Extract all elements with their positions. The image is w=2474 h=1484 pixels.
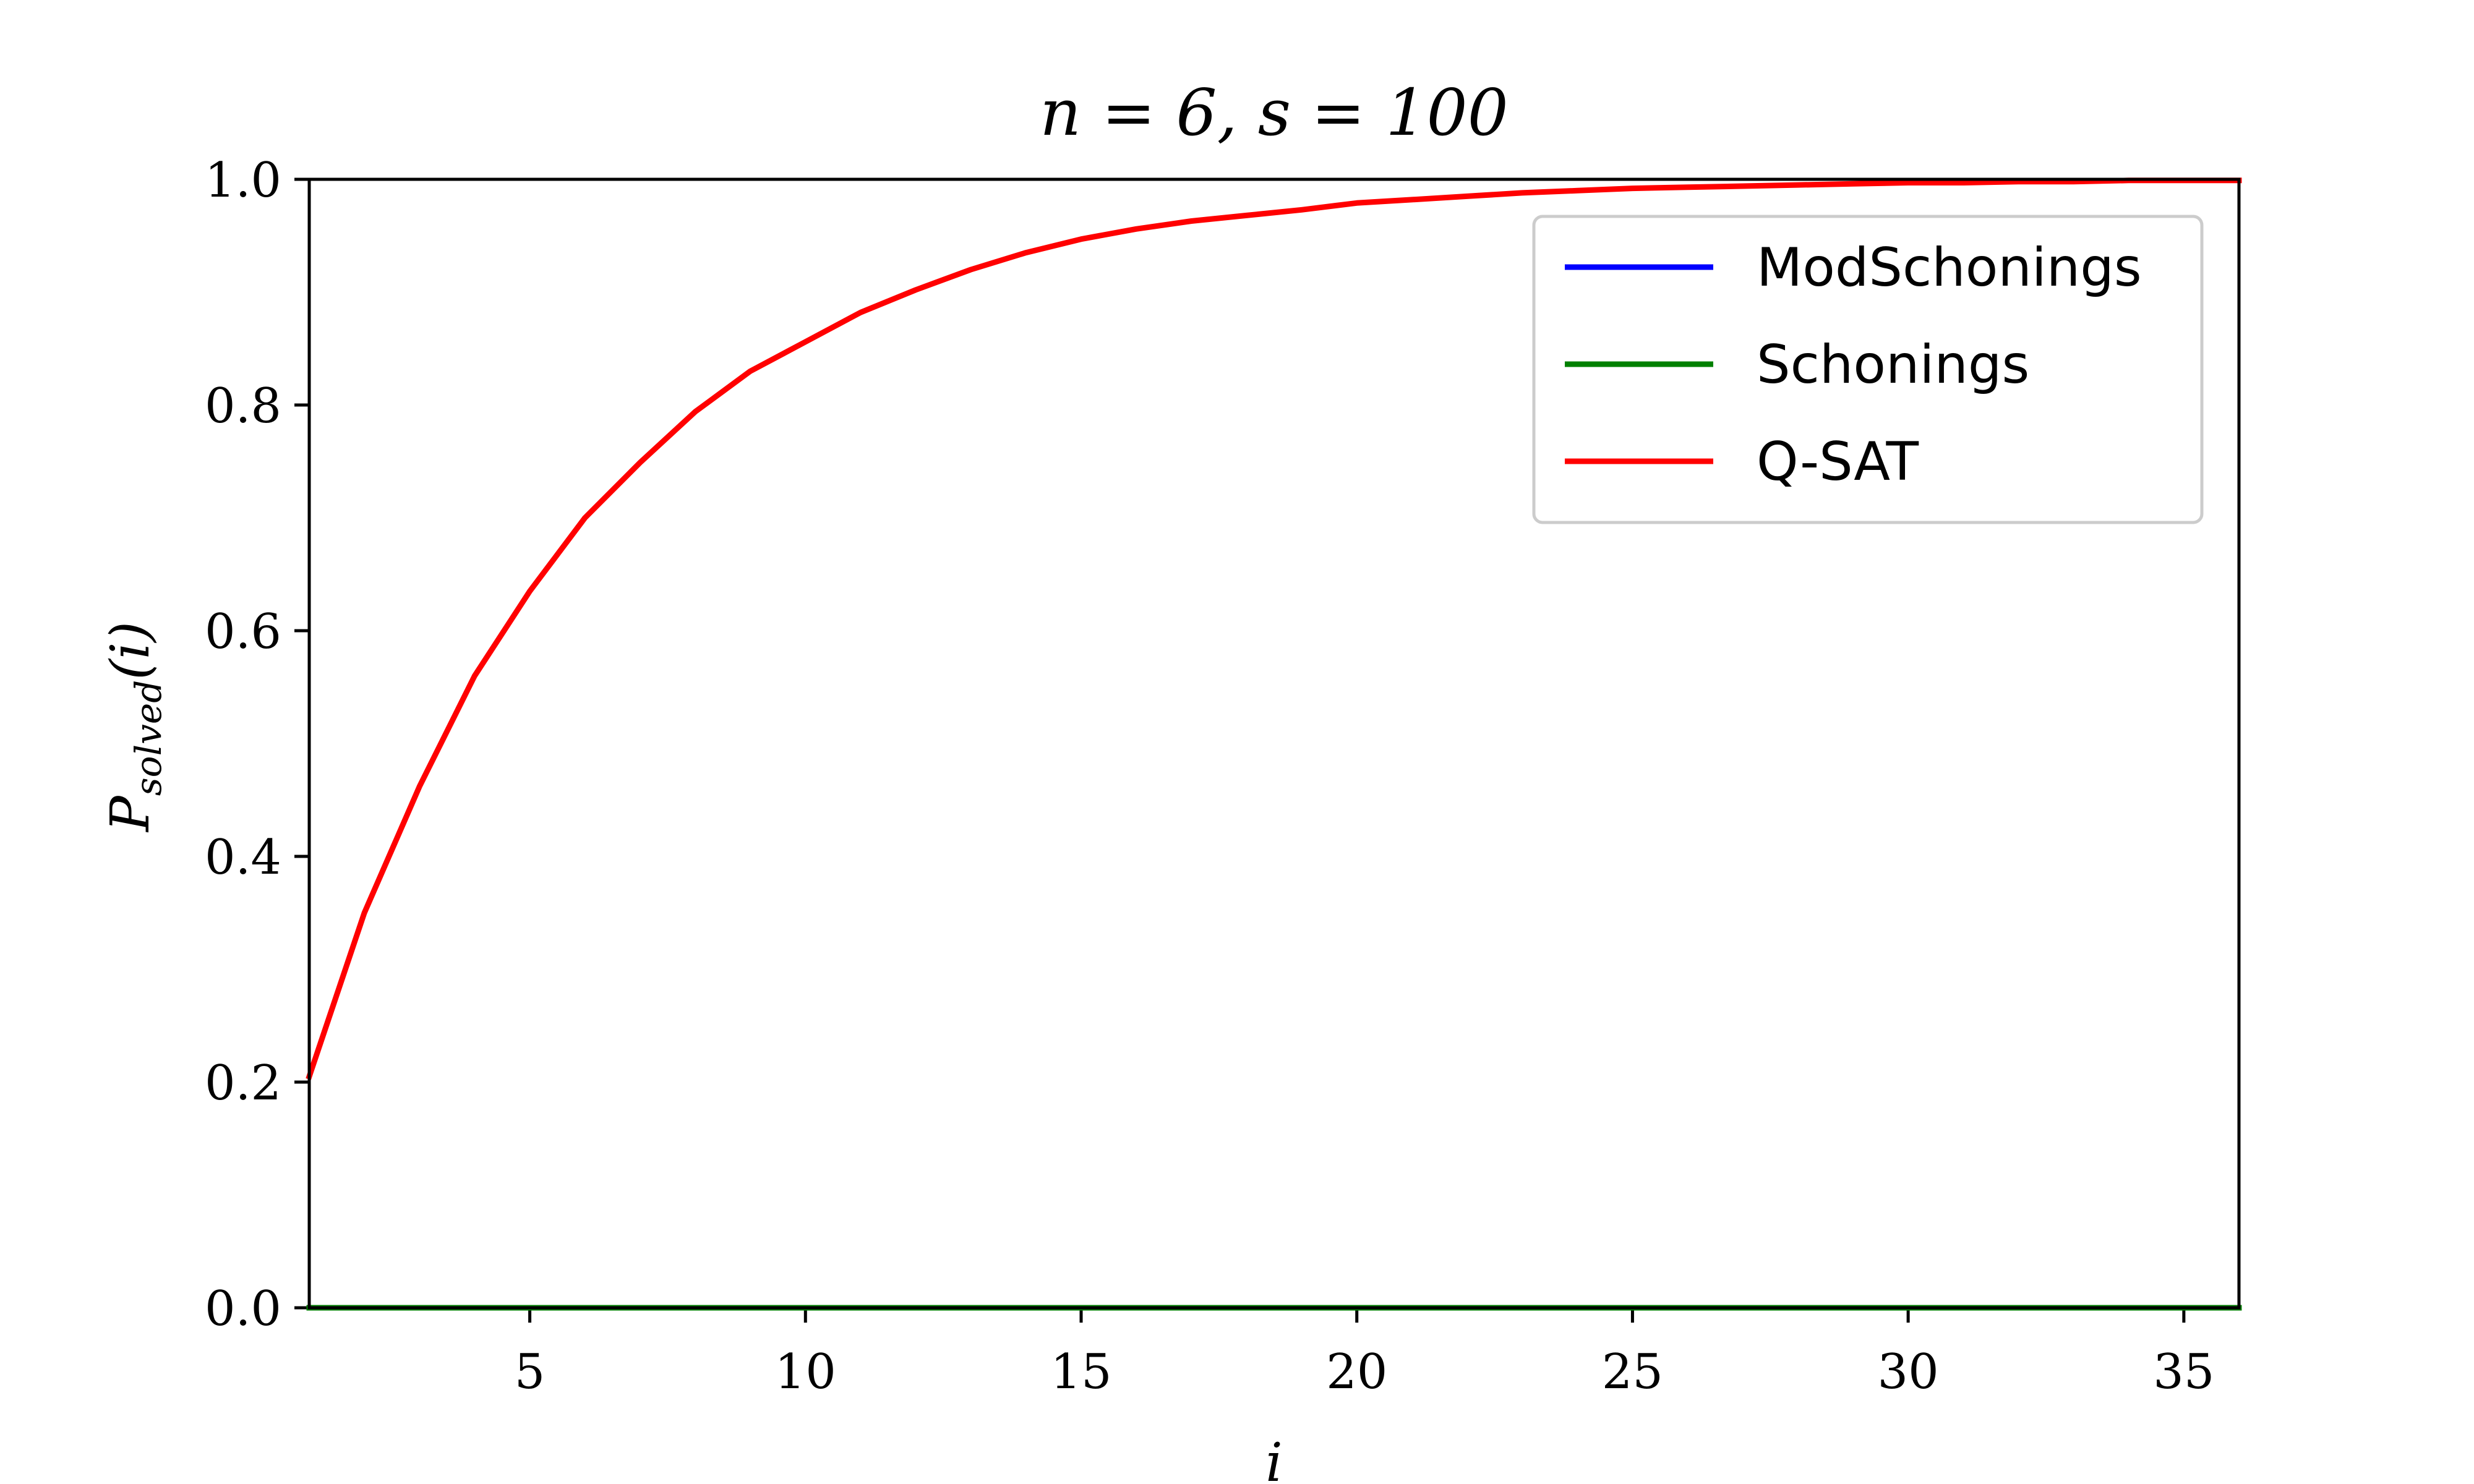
legend-label: Schonings [1757,334,2029,396]
y-axis-label-suffix: (i) [100,621,161,680]
x-axis-ticks: 5 10 15 20 25 30 35 [515,1308,2214,1400]
x-tick-label: 25 [1602,1344,1663,1400]
y-tick-label: 0.8 [205,378,281,434]
x-tick-label: 5 [515,1344,546,1400]
x-axis-label: i [1265,1432,1283,1484]
legend-items: ModSchonings Schonings Q-SAT [1565,237,2142,493]
x-tick-label: 10 [775,1344,836,1400]
legend-box [1532,215,2204,524]
legend: ModSchonings Schonings Q-SAT [1532,215,2204,524]
x-tick-label: 35 [2153,1344,2214,1400]
y-tick-label: 1.0 [205,153,281,208]
y-tick-label: 0.6 [205,604,281,660]
y-tick-label: 0.4 [205,830,281,885]
y-axis-label-sub: solved [127,680,169,796]
y-tick-label: 0.2 [205,1055,281,1111]
chart-title: n = 6, s = 100 [1040,75,1509,150]
series-line-q-sat [306,177,2242,1080]
y-axis-ticks: 0.0 0.2 0.4 0.6 0.8 1.0 [205,153,309,1337]
y-axis-label: Psolved(i) [100,621,169,833]
y-tick-label: 0.0 [205,1281,281,1337]
x-tick-label: 15 [1050,1344,1111,1400]
x-tick-label: 20 [1326,1344,1387,1400]
legend-label: Q-SAT [1757,431,1919,493]
legend-label: ModSchonings [1757,237,2142,299]
y-axis-label-main: P [100,795,161,833]
plot-frame [307,177,2241,1310]
x-tick-label: 30 [1878,1344,1939,1400]
